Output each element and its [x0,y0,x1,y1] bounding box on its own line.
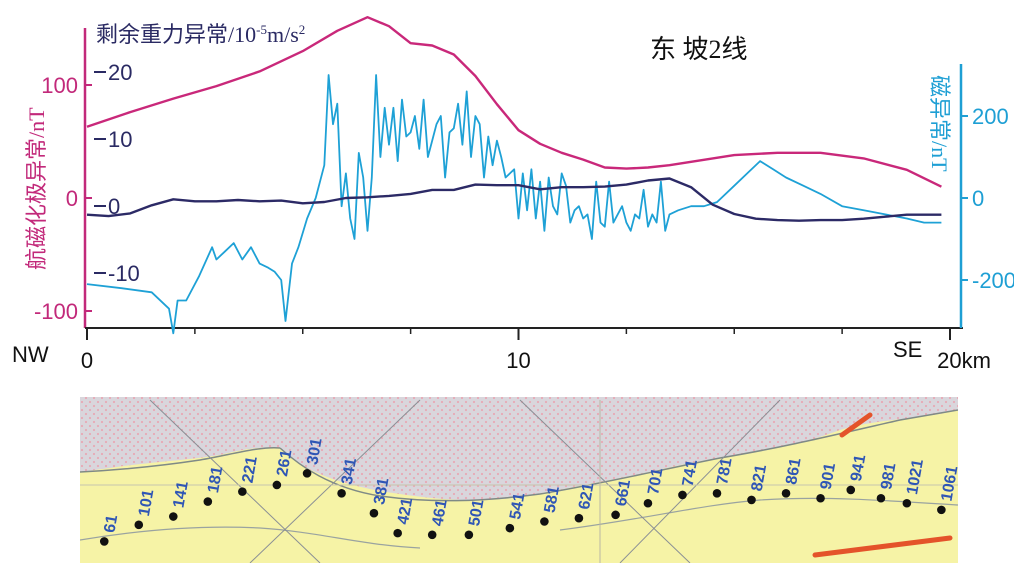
station-label: 381 [371,477,392,506]
gravity-label-exp: -5 [256,22,267,37]
map-grid-line-3 [519,399,691,563]
residual-gravity-series [86,177,942,222]
station-label: 221 [240,455,261,484]
station-label: 181 [205,465,226,494]
station-label: 1061 [939,464,962,502]
station-dot [712,488,722,498]
station-label: 621 [576,482,597,511]
station-label: 1021 [904,458,927,496]
station-dot [876,493,886,503]
station-dot [203,497,213,506]
station-label: 941 [848,453,869,482]
station-dot [169,512,178,521]
station-label: 101 [136,488,157,517]
station-dot [134,520,144,530]
map-fault-1 [839,412,873,438]
right-tick-label: 200 [972,104,1009,129]
station-label: 821 [749,463,770,492]
map-grid-line-1 [149,399,321,563]
station-dot [781,488,791,498]
gravity-axis-ticks: 20 10 0 -10 [94,60,140,286]
station-dot [747,495,756,505]
station-label: 61 [101,514,121,535]
station-dot [337,488,346,498]
station-dot [393,528,402,538]
x-left-end-label: NW [12,342,49,367]
station-dot [464,530,474,540]
station-dot [505,523,515,533]
station-dot [302,469,312,478]
right-tick-label: -200 [972,268,1014,293]
x-right-end-label: SE [893,337,922,362]
left-tick-label: 0 [66,186,78,211]
station-dot [902,498,912,508]
series-group [86,16,942,335]
gravity-tick-label: 0 [108,194,120,219]
station-dot [238,487,247,496]
gravity-label-unit-exp: 2 [299,22,306,37]
station-dot [369,508,379,518]
right-axis-title: 磁异常/nT [927,75,952,172]
left-axis-ticks: 100 0 -100 [34,73,92,324]
map-fault-2 [812,535,953,558]
x-tick-label: 10 [506,348,530,373]
left-tick-label: 100 [41,73,78,98]
station-dot [816,493,825,503]
station-label: 661 [613,478,634,507]
station-dot [540,517,549,526]
station-dot [937,505,946,515]
right-tick-label: 0 [972,186,984,211]
gravity-tick-label: 20 [108,60,132,85]
map-contour-2 [559,497,958,531]
station-label: 501 [466,498,487,527]
x-axis-ticks: 0 10 20km [81,328,991,373]
station-label: 581 [542,485,563,514]
station-label: 141 [170,480,191,509]
station-dot [272,480,282,490]
station-label: 301 [304,437,325,466]
left-tick-label: -100 [34,299,78,324]
gravity-tick-label: -10 [108,261,140,286]
station-label: 341 [339,457,360,486]
station-dot [574,513,584,523]
map-contact-line-2 [279,409,958,502]
station-dot [678,490,687,500]
station-dot [846,485,856,495]
station-label: 781 [714,457,735,486]
gravity-label-main: 剩余重力异常/10 [96,22,256,47]
station-label: 741 [680,458,701,487]
station-dot [611,510,620,520]
map-grid-line-2 [249,399,421,563]
station-label: 861 [783,457,804,486]
gravity-label-unit: m/s [267,22,299,47]
x-tick-label: 20km [937,348,991,373]
gravity-tick-label: 10 [108,127,132,152]
station-dot [643,498,653,508]
magnetic-anomaly-series [86,74,942,335]
chart-title: 东 坡2线 [650,35,748,64]
station-label: 461 [429,498,450,527]
map-grid-line-4 [619,399,781,563]
map-dotted-unit [80,397,958,501]
map-contact-line-1 [80,446,281,473]
station-dot [99,537,109,546]
station-label: 541 [507,491,528,520]
station-dot [427,530,437,540]
left-axis-title: 航磁化极异常/nT [24,107,49,270]
right-axis-ticks: 200 0 -200 [961,104,1014,293]
map-contour-1 [80,526,421,549]
station-label: 701 [645,467,666,496]
station-label: 261 [274,448,295,477]
station-label: 981 [878,462,899,491]
station-label: 421 [395,496,416,525]
aeromagnetic-rtp-series [86,16,942,188]
x-tick-label: 0 [81,348,93,373]
station-label: 901 [818,462,839,491]
gravity-axis-title: 剩余重力异常/10-5m/s2 [96,22,305,47]
